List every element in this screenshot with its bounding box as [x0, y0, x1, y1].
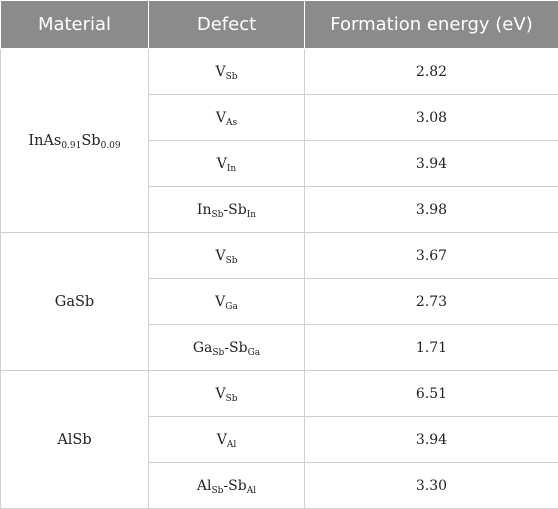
- material-cell: AlSb: [1, 371, 149, 509]
- energy-cell: 1.71: [305, 325, 558, 371]
- defect-cell: InSb-SbIn: [149, 187, 305, 233]
- defect-cell: VSb: [149, 371, 305, 417]
- defect-cell: GaSb-SbGa: [149, 325, 305, 371]
- energy-cell: 3.98: [305, 187, 558, 233]
- energy-cell: 3.94: [305, 141, 558, 187]
- energy-cell: 3.94: [305, 417, 558, 463]
- defect-cell: VIn: [149, 141, 305, 187]
- table-row: GaSb VSb 3.67: [1, 233, 558, 279]
- material-cell: InAs0.91Sb0.09: [1, 49, 149, 233]
- defect-cell: VSb: [149, 49, 305, 95]
- defect-cell: VSb: [149, 233, 305, 279]
- defect-cell: AlSb-SbAl: [149, 463, 305, 509]
- header-row: Material Defect Formation energy (eV): [1, 1, 558, 49]
- defect-cell: VAs: [149, 95, 305, 141]
- table-row: InAs0.91Sb0.09 VSb 2.82: [1, 49, 558, 95]
- table-row: AlSb VSb 6.51: [1, 371, 558, 417]
- header-material: Material: [1, 1, 149, 49]
- energy-cell: 2.73: [305, 279, 558, 325]
- energy-cell: 3.67: [305, 233, 558, 279]
- energy-cell: 6.51: [305, 371, 558, 417]
- defect-cell: VAl: [149, 417, 305, 463]
- energy-cell: 3.08: [305, 95, 558, 141]
- header-defect: Defect: [149, 1, 305, 49]
- energy-cell: 3.30: [305, 463, 558, 509]
- defect-cell: VGa: [149, 279, 305, 325]
- header-formation-energy: Formation energy (eV): [305, 1, 558, 49]
- energy-cell: 2.82: [305, 49, 558, 95]
- material-cell: GaSb: [1, 233, 149, 371]
